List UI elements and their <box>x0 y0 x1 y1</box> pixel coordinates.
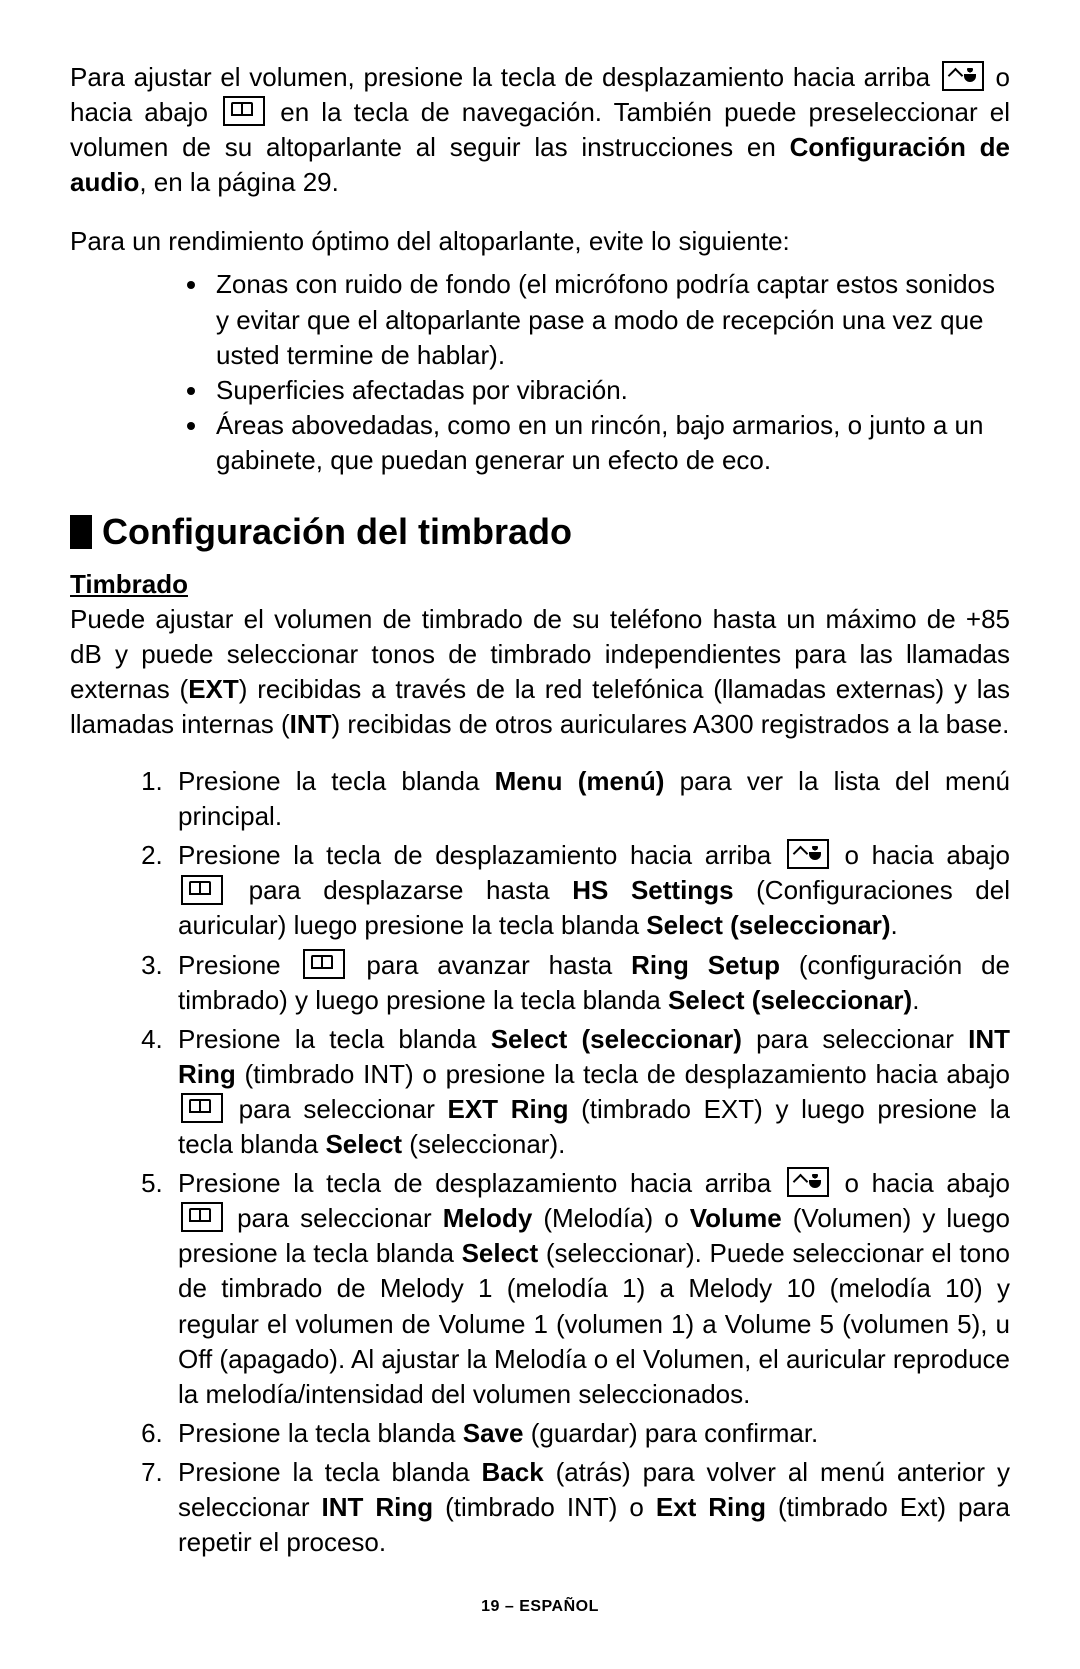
text: Presione la tecla blanda <box>178 1024 491 1054</box>
text-bold: INT <box>290 709 332 739</box>
page-footer: 19 – ESPAÑOL <box>70 1596 1010 1618</box>
text: (Melodía) o <box>532 1203 689 1233</box>
list-item: Áreas abovedadas, como en un rincón, baj… <box>210 408 1010 478</box>
manual-page: Para ajustar el volumen, presione la tec… <box>0 0 1080 1669</box>
text-bold: EXT Ring <box>448 1094 569 1124</box>
text: , en la página 29. <box>139 167 339 197</box>
section-heading: Configuración del timbrado <box>70 508 1010 557</box>
text: Presione la tecla de desplazamiento haci… <box>178 840 771 870</box>
text: o hacia abajo <box>845 1168 1011 1198</box>
text-bold: Select <box>462 1238 539 1268</box>
nav-down-icon <box>303 949 345 979</box>
nav-up-icon <box>787 839 829 869</box>
text-bold: Ring Setup <box>631 950 780 980</box>
steps-list: Presione la tecla blanda Menu (menú) par… <box>70 764 1010 1560</box>
step-item: Presione la tecla blanda Save (guardar) … <box>170 1416 1010 1451</box>
intro-paragraph-1: Para ajustar el volumen, presione la tec… <box>70 60 1010 200</box>
intro-paragraph-2: Para un rendimiento óptimo del altoparla… <box>70 224 1010 259</box>
list-item: Zonas con ruido de fondo (el micrófono p… <box>210 267 1010 372</box>
section-description: Puede ajustar el volumen de timbrado de … <box>70 602 1010 742</box>
step-item: Presione la tecla blanda Back (atrás) pa… <box>170 1455 1010 1560</box>
avoid-list: Zonas con ruido de fondo (el micrófono p… <box>70 267 1010 478</box>
text: Presione la tecla de desplazamiento haci… <box>178 1168 784 1198</box>
nav-down-icon <box>181 1202 223 1232</box>
step-item: Presione la tecla blanda Menu (menú) par… <box>170 764 1010 834</box>
heading-marker-icon <box>70 515 92 549</box>
text-bold: Select (seleccionar) <box>491 1024 742 1054</box>
text: (timbrado INT) o presione la tecla de de… <box>236 1059 1010 1089</box>
text: o hacia abajo <box>845 840 1011 870</box>
step-item: Presione la tecla blanda Select (selecci… <box>170 1022 1010 1162</box>
text-bold: EXT <box>188 674 239 704</box>
text: Presione la tecla blanda <box>178 1418 463 1448</box>
text: ) recibidas de otros auriculares A300 re… <box>332 709 1010 739</box>
subheading: Timbrado <box>70 567 1010 602</box>
text: Presione la tecla blanda <box>178 1457 482 1487</box>
nav-down-icon <box>181 875 223 905</box>
text: (guardar) para confirmar. <box>523 1418 818 1448</box>
text-bold: Melody <box>443 1203 533 1233</box>
step-item: Presione la tecla de desplazamiento haci… <box>170 1166 1010 1412</box>
text-bold: Ext Ring <box>656 1492 766 1522</box>
heading-text: Configuración del timbrado <box>102 508 572 557</box>
text: (seleccionar). <box>402 1129 565 1159</box>
nav-down-icon <box>181 1093 223 1123</box>
text-bold: Select <box>325 1129 402 1159</box>
text-bold: HS Settings <box>572 875 733 905</box>
text-bold: INT Ring <box>321 1492 433 1522</box>
step-item: Presione la tecla de desplazamiento haci… <box>170 838 1010 943</box>
text: para seleccionar <box>237 1203 443 1233</box>
text: para seleccionar <box>742 1024 968 1054</box>
nav-down-icon <box>223 96 265 126</box>
text: para avanzar hasta <box>366 950 631 980</box>
text: . <box>891 910 898 940</box>
text-bold: Save <box>463 1418 524 1448</box>
list-item: Superficies afectadas por vibración. <box>210 373 1010 408</box>
text-bold: Select (seleccionar) <box>646 910 890 940</box>
text: . <box>912 985 919 1015</box>
text-bold: Back <box>482 1457 544 1487</box>
nav-up-icon <box>787 1167 829 1197</box>
text: Presione la tecla blanda <box>178 766 495 796</box>
step-item: Presione para avanzar hasta Ring Setup (… <box>170 948 1010 1018</box>
text: Presione <box>178 950 300 980</box>
text-bold: Menu (menú) <box>495 766 665 796</box>
text-bold: Volume <box>690 1203 782 1233</box>
text: Para ajustar el volumen, presione la tec… <box>70 62 939 92</box>
nav-up-icon <box>942 61 984 91</box>
text: para seleccionar <box>239 1094 448 1124</box>
text: para desplazarse hasta <box>249 875 573 905</box>
text: (timbrado INT) o <box>433 1492 656 1522</box>
text-bold: Select (seleccionar) <box>668 985 912 1015</box>
